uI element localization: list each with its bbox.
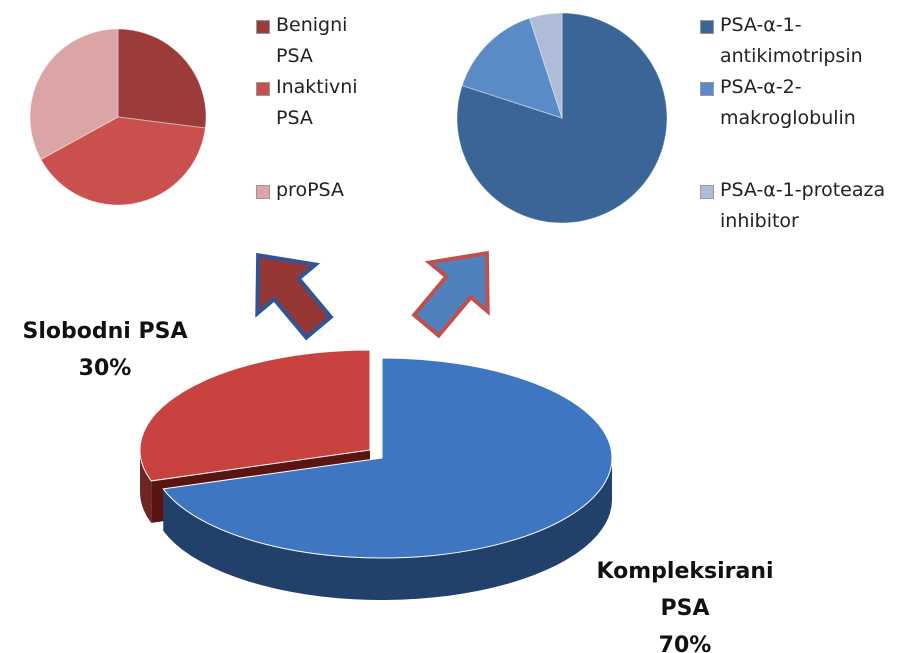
legend-label: PSA-α-1-proteaza inhibitor bbox=[720, 179, 886, 232]
legend-swatch bbox=[256, 20, 270, 34]
pie-slice bbox=[528, 12, 563, 119]
pie-slice bbox=[117, 28, 207, 129]
pie-side bbox=[140, 450, 152, 523]
legend-label: Benigni PSA bbox=[276, 14, 348, 67]
legend-label: proPSA bbox=[276, 179, 344, 201]
pie-slice bbox=[456, 12, 668, 224]
pie-slice bbox=[461, 17, 563, 119]
legend-swatch bbox=[700, 185, 714, 199]
legend-swatch bbox=[700, 20, 714, 34]
legend-swatch bbox=[256, 185, 270, 199]
pie-slice bbox=[40, 116, 206, 206]
pie-slice bbox=[162, 357, 613, 559]
legend-label: PSA-α-1-antikimotripsin bbox=[720, 14, 863, 67]
legend-swatch bbox=[700, 82, 714, 96]
legend-label: PSA-α-2-makroglobulin bbox=[720, 76, 856, 129]
arrow bbox=[255, 252, 334, 341]
data-label: Slobodni PSA bbox=[22, 319, 188, 344]
data-label: Kompleksirani PSA bbox=[596, 559, 774, 621]
data-label: 70% bbox=[658, 633, 712, 653]
pie-side bbox=[163, 458, 612, 600]
pie-slice bbox=[139, 349, 371, 482]
legend-label: Inaktivni PSA bbox=[276, 76, 358, 129]
legend-swatch bbox=[256, 82, 270, 96]
data-label: 30% bbox=[78, 356, 132, 381]
arrow bbox=[411, 250, 490, 339]
pie-slice bbox=[29, 28, 119, 161]
